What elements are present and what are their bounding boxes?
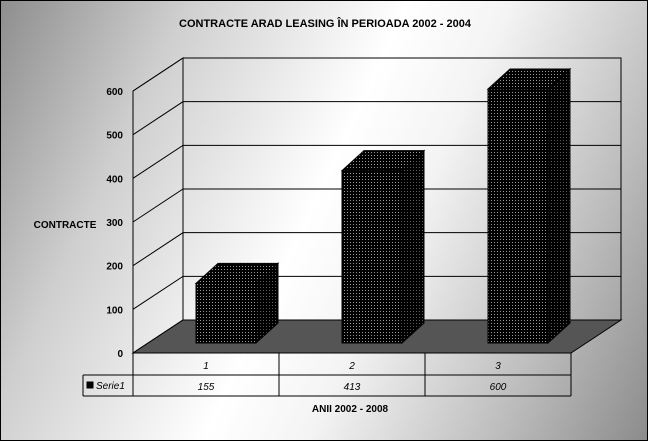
x-axis-label: ANII 2002 - 2008 bbox=[312, 404, 389, 415]
chart-title: CONTRACTE ARAD LEASING ÎN PERIOADA 2002 … bbox=[179, 17, 472, 30]
gridline bbox=[132, 101, 621, 136]
bar bbox=[194, 262, 280, 345]
bar-side-face bbox=[547, 67, 571, 345]
x-category-label: 1 bbox=[203, 361, 209, 372]
bar-front-face bbox=[341, 170, 403, 344]
bar-top-face bbox=[194, 262, 280, 284]
bars bbox=[194, 67, 572, 345]
y-tick-label: 200 bbox=[106, 262, 123, 273]
bar-top-face bbox=[486, 68, 572, 90]
data-table-value: 413 bbox=[344, 382, 361, 393]
y-tick-label: 500 bbox=[106, 131, 123, 142]
bar bbox=[486, 67, 572, 345]
gridline bbox=[132, 144, 621, 179]
gridline bbox=[132, 57, 621, 92]
bar-front-face bbox=[195, 282, 257, 344]
y-axis-label: CONTRACTE bbox=[34, 220, 97, 231]
data-table-value: 155 bbox=[198, 382, 215, 393]
y-axis-ticks: 0 100 200 300 400 500 600 bbox=[106, 87, 123, 360]
legend-swatch bbox=[86, 381, 94, 389]
y-tick-label: 600 bbox=[106, 87, 123, 98]
legend-series-label: Serie1 bbox=[96, 381, 125, 392]
x-category-label: 3 bbox=[495, 361, 501, 372]
bar bbox=[340, 149, 426, 345]
data-table: 1 2 3 Serie1 155 413 600 bbox=[82, 353, 572, 397]
y-tick-label: 400 bbox=[106, 174, 123, 185]
data-table-value: 600 bbox=[490, 382, 507, 393]
y-tick-label: 0 bbox=[117, 349, 123, 360]
bar-top-face bbox=[340, 150, 426, 172]
gridline bbox=[132, 232, 621, 267]
x-category-label: 2 bbox=[348, 361, 355, 372]
gridline bbox=[132, 188, 621, 223]
y-tick-label: 300 bbox=[106, 218, 123, 229]
gridline bbox=[132, 275, 621, 310]
bar-side-face bbox=[401, 149, 425, 345]
y-tick-label: 100 bbox=[106, 305, 123, 316]
bar-front-face bbox=[487, 88, 549, 344]
